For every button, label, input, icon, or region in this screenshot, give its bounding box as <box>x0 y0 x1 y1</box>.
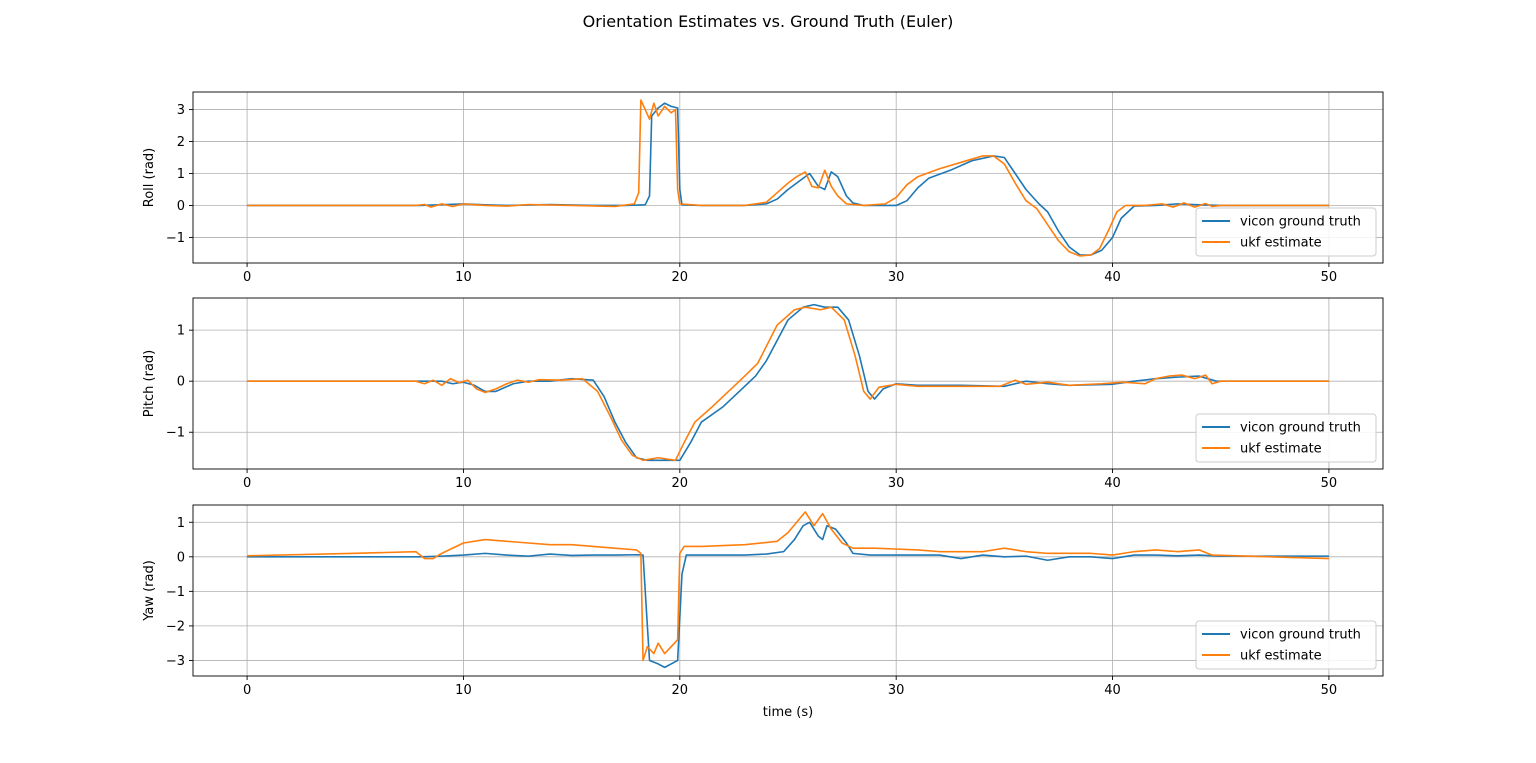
y-tick-label: 0 <box>177 550 185 565</box>
legend: vicon ground truth ukf estimate <box>1195 207 1377 257</box>
x-tick-label: 50 <box>1321 270 1338 285</box>
legend: vicon ground truth ukf estimate <box>1195 620 1377 670</box>
series-line-ukf-estimate <box>247 511 1329 662</box>
x-tick-label: 50 <box>1321 683 1338 698</box>
subplot-1: 0 10 20 30 40 50 −1 0 1 2 3 Roll (rad) vicon ground … <box>142 91 1384 285</box>
x-tick-label: 30 <box>888 683 905 698</box>
legend-box <box>1195 207 1377 257</box>
x-tick-label: 20 <box>672 476 689 491</box>
x-tick-label: 40 <box>1104 270 1121 285</box>
legend-box <box>1195 620 1377 670</box>
x-axis-label: time (s) <box>763 705 813 720</box>
legend-label: ukf estimate <box>1240 649 1322 664</box>
subplot-3: 0 10 20 30 40 50 −3 −2 −1 0 1 Yaw (rad) time (s) vico… <box>142 504 1384 720</box>
x-tick-label: 20 <box>672 270 689 285</box>
series-line-vicon-ground-truth <box>247 521 1329 669</box>
x-tick-label: 0 <box>243 270 251 285</box>
legend-label: ukf estimate <box>1240 442 1322 457</box>
axes-frame <box>192 504 1384 677</box>
x-tick-label: 10 <box>455 683 472 698</box>
series-line-ukf-estimate <box>247 99 1329 257</box>
legend-label: vicon ground truth <box>1240 421 1361 436</box>
y-tick-label: 0 <box>177 375 185 390</box>
y-tick-label: 1 <box>177 167 185 182</box>
legend-box <box>1195 413 1377 463</box>
series-line-vicon-ground-truth <box>247 303 1329 462</box>
legend-label: vicon ground truth <box>1240 215 1361 230</box>
x-tick-label: 50 <box>1321 476 1338 491</box>
y-tick-label: 3 <box>177 103 185 118</box>
axes-frame <box>192 297 1384 470</box>
legend-label: vicon ground truth <box>1240 628 1361 643</box>
y-tick-label: 1 <box>177 324 185 339</box>
axes-frame <box>192 91 1384 264</box>
x-tick-label: 20 <box>672 683 689 698</box>
x-tick-label: 40 <box>1104 683 1121 698</box>
x-tick-label: 30 <box>888 476 905 491</box>
y-axis-label: Roll (rad) <box>142 148 157 207</box>
x-tick-label: 40 <box>1104 476 1121 491</box>
series-line-vicon-ground-truth <box>247 102 1329 256</box>
x-tick-label: 30 <box>888 270 905 285</box>
series-line-ukf-estimate <box>247 306 1329 462</box>
y-tick-label: 1 <box>177 516 185 531</box>
y-tick-label: −1 <box>166 231 185 246</box>
x-tick-label: 10 <box>455 476 472 491</box>
legend: vicon ground truth ukf estimate <box>1195 413 1377 463</box>
y-tick-label: −3 <box>166 654 185 669</box>
y-tick-label: −1 <box>166 585 185 600</box>
y-axis-label: Pitch (rad) <box>142 350 157 418</box>
subplot-2: 0 10 20 30 40 50 −1 0 1 Pitch (rad) vicon ground t… <box>142 297 1384 491</box>
x-tick-label: 0 <box>243 476 251 491</box>
y-axis-label: Yaw (rad) <box>142 560 157 622</box>
y-tick-label: 0 <box>177 199 185 214</box>
x-tick-label: 0 <box>243 683 251 698</box>
y-tick-label: 2 <box>177 135 185 150</box>
y-tick-label: −2 <box>166 619 185 634</box>
x-tick-label: 10 <box>455 270 472 285</box>
legend-label: ukf estimate <box>1240 236 1322 251</box>
y-tick-label: −1 <box>166 426 185 441</box>
figure-title: Orientation Estimates vs. Ground Truth (… <box>582 12 954 31</box>
